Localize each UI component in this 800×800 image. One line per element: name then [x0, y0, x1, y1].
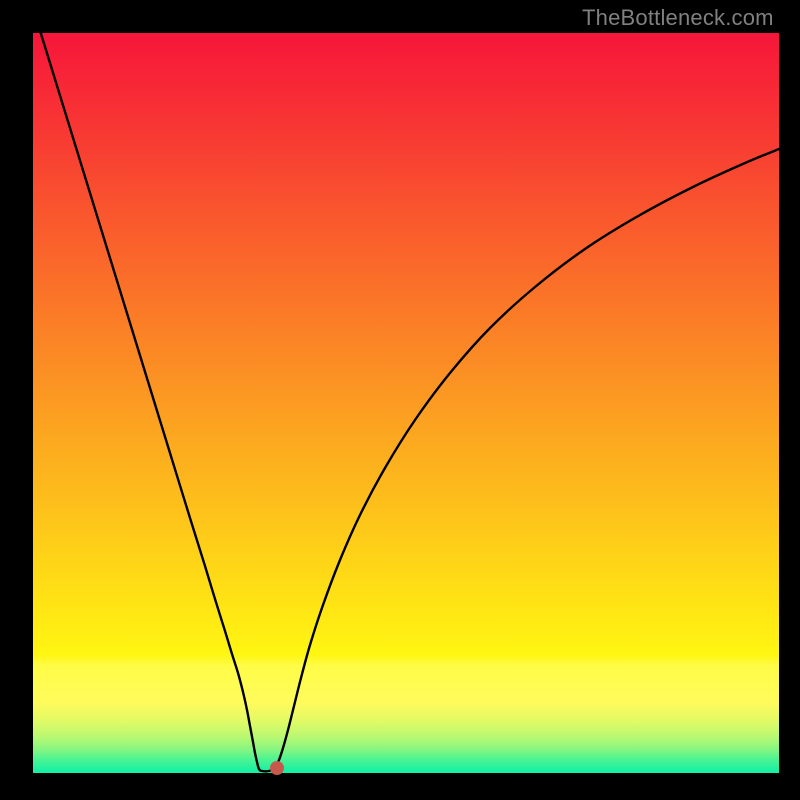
- curve-path: [33, 8, 779, 771]
- watermark-label: TheBottleneck.com: [582, 5, 774, 31]
- bottleneck-curve: [0, 0, 800, 800]
- plot-area: [33, 33, 779, 773]
- chart-container: TheBottleneck.com: [0, 0, 800, 800]
- minimum-marker: [270, 761, 284, 775]
